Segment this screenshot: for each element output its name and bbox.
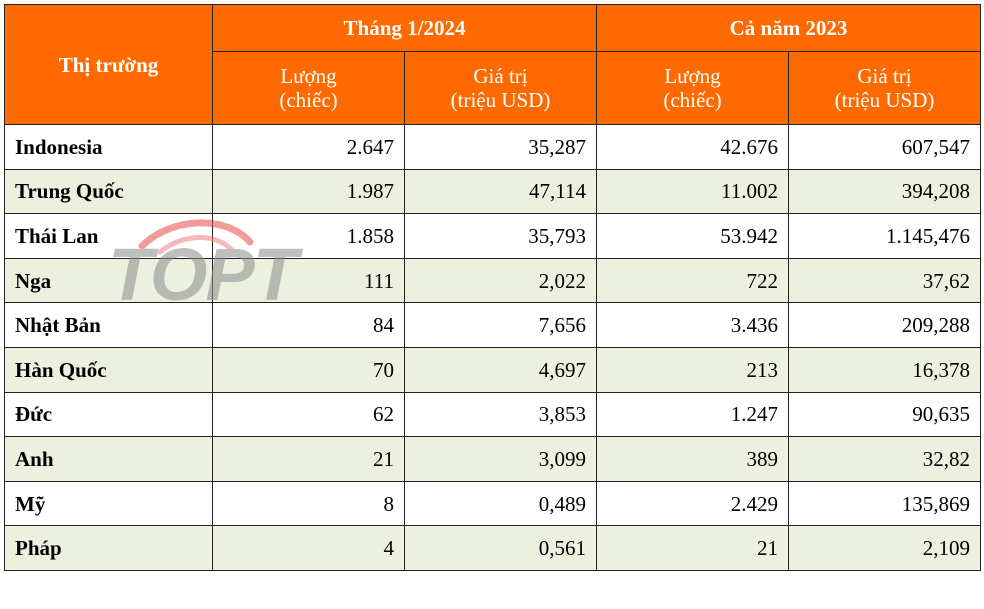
header-value-jan-2024: Giá trị (triệu USD) (403, 51, 598, 125)
cell-qty-2023: 42.676 (596, 124, 790, 170)
cell-qty-jan-2024: 111 (212, 257, 405, 304)
header-value-2023: Giá trị (triệu USD) (788, 51, 982, 125)
cell-market: Nga (4, 257, 213, 304)
cell-value-2023: 394,208 (788, 168, 982, 215)
cell-qty-jan-2024: 62 (212, 391, 405, 438)
cell-value-2023: 2,109 (788, 525, 982, 571)
cell-value-jan-2024: 4,697 (403, 346, 598, 393)
cell-market: Trung Quốc (4, 168, 213, 215)
cell-market: Indonesia (4, 124, 213, 170)
cell-value-2023: 135,869 (788, 480, 982, 527)
cell-value-jan-2024: 3,099 (403, 436, 598, 482)
table-row: Thái Lan 1.858 35,793 53.942 1.145,476 (4, 213, 982, 259)
header-value-unit: (triệu USD) (834, 88, 935, 112)
cell-qty-2023: 21 (596, 525, 790, 571)
cell-market: Anh (4, 436, 213, 482)
cell-qty-2023: 53.942 (596, 213, 790, 259)
cell-value-2023: 1.145,476 (788, 213, 982, 259)
cell-value-2023: 32,82 (788, 436, 982, 482)
table-row: Pháp 4 0,561 21 2,109 (4, 525, 982, 571)
cell-qty-jan-2024: 84 (212, 302, 405, 348)
table-container: Thị trường Tháng 1/2024 Cả năm 2023 Lượn… (4, 4, 982, 571)
cell-qty-2023: 722 (596, 257, 790, 304)
cell-market: Mỹ (4, 480, 213, 527)
cell-value-jan-2024: 35,287 (403, 124, 598, 170)
table-row: Indonesia 2.647 35,287 42.676 607,547 (4, 124, 982, 170)
header-group-year-2023: Cả năm 2023 (596, 4, 982, 52)
cell-market: Hàn Quốc (4, 346, 213, 393)
table-row: Trung Quốc 1.987 47,114 11.002 394,208 (4, 168, 982, 215)
cell-value-jan-2024: 0,489 (403, 480, 598, 527)
cell-qty-2023: 3.436 (596, 302, 790, 348)
cell-qty-2023: 213 (596, 346, 790, 393)
cell-qty-2023: 2.429 (596, 480, 790, 527)
cell-value-jan-2024: 7,656 (403, 302, 598, 348)
cell-value-jan-2024: 2,022 (403, 257, 598, 304)
cell-market: Pháp (4, 525, 213, 571)
cell-value-2023: 37,62 (788, 257, 982, 304)
cell-qty-2023: 1.247 (596, 391, 790, 438)
header-qty-label: Lượng (664, 64, 721, 88)
table-row: Đức 62 3,853 1.247 90,635 (4, 391, 982, 438)
header-value-unit: (triệu USD) (450, 88, 551, 112)
cell-qty-jan-2024: 70 (212, 346, 405, 393)
cell-value-jan-2024: 47,114 (403, 168, 598, 215)
header-qty-unit: (chiếc) (279, 88, 338, 112)
cell-qty-jan-2024: 2.647 (212, 124, 405, 170)
cell-qty-2023: 11.002 (596, 168, 790, 215)
table-body: Indonesia 2.647 35,287 42.676 607,547 Tr… (4, 124, 982, 571)
header-qty-label: Lượng (280, 64, 337, 88)
header-row-groups: Thị trường Tháng 1/2024 Cả năm 2023 (4, 4, 982, 125)
cell-value-2023: 607,547 (788, 124, 982, 170)
cell-qty-jan-2024: 4 (212, 525, 405, 571)
cell-qty-2023: 389 (596, 436, 790, 482)
header-value-label: Giá trị (857, 64, 912, 88)
market-data-table: Thị trường Tháng 1/2024 Cả năm 2023 Lượn… (4, 4, 982, 571)
cell-value-jan-2024: 3,853 (403, 391, 598, 438)
header-value-label: Giá trị (473, 64, 528, 88)
cell-qty-jan-2024: 1.987 (212, 168, 405, 215)
cell-value-2023: 90,635 (788, 391, 982, 438)
cell-market: Đức (4, 391, 213, 438)
cell-qty-jan-2024: 1.858 (212, 213, 405, 259)
cell-market: Thái Lan (4, 213, 213, 259)
header-qty-jan-2024: Lượng (chiếc) (212, 51, 405, 125)
table-header: Thị trường Tháng 1/2024 Cả năm 2023 Lượn… (4, 4, 982, 125)
header-market: Thị trường (4, 4, 213, 125)
cell-value-2023: 16,378 (788, 346, 982, 393)
cell-qty-jan-2024: 21 (212, 436, 405, 482)
cell-value-jan-2024: 0,561 (403, 525, 598, 571)
cell-value-jan-2024: 35,793 (403, 213, 598, 259)
cell-market: Nhật Bản (4, 302, 213, 348)
table-row: Anh 21 3,099 389 32,82 (4, 436, 982, 482)
header-group-jan-2024: Tháng 1/2024 (211, 4, 598, 52)
header-qty-2023: Lượng (chiếc) (596, 51, 790, 125)
table-row: Nga 111 2,022 722 37,62 (4, 257, 982, 304)
header-row-subcolumns: Lượng (chiếc) Giá trị (triệu USD) Lượng … (5, 51, 982, 125)
cell-qty-jan-2024: 8 (212, 480, 405, 527)
header-qty-unit: (chiếc) (663, 88, 722, 112)
table-row: Hàn Quốc 70 4,697 213 16,378 (4, 346, 982, 393)
table-row: Mỹ 8 0,489 2.429 135,869 (4, 480, 982, 527)
table-row: Nhật Bản 84 7,656 3.436 209,288 (4, 302, 982, 348)
cell-value-2023: 209,288 (788, 302, 982, 348)
